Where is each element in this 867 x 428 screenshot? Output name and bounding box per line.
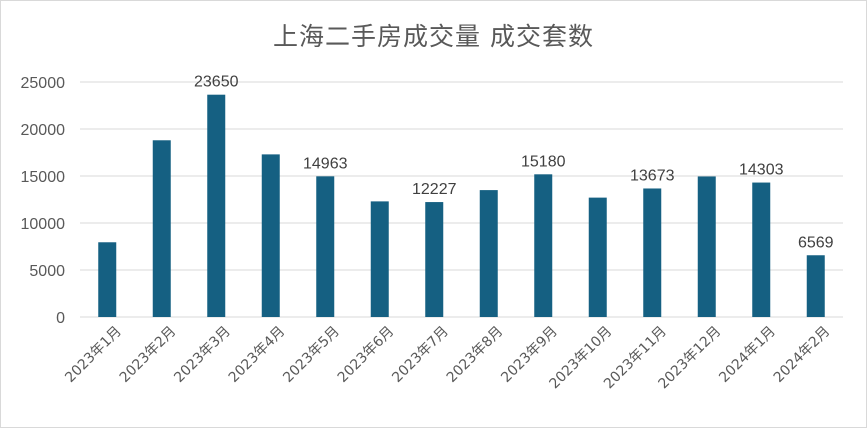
x-tick-label: 2024年2月 [771, 323, 834, 386]
x-tick-label: 2023年5月 [280, 323, 343, 386]
x-tick-label: 2023年8月 [444, 323, 507, 386]
data-label: 6569 [798, 234, 834, 251]
bar [697, 176, 716, 317]
bar [479, 190, 498, 317]
bar [643, 188, 662, 317]
x-tick-label: 2023年3月 [171, 323, 234, 386]
bar [370, 201, 389, 317]
bar [98, 242, 117, 317]
y-tick-label: 15000 [21, 169, 66, 186]
y-tick-label: 25000 [21, 75, 66, 92]
x-tick-label: 2023年1月 [62, 323, 125, 386]
x-tick-label: 2023年7月 [389, 323, 452, 386]
bar [152, 140, 171, 317]
x-tick-label: 2023年6月 [335, 323, 398, 386]
bar [316, 176, 335, 317]
y-tick-label: 0 [56, 310, 65, 327]
bar [261, 154, 280, 317]
y-tick-label: 20000 [21, 122, 66, 139]
y-tick-label: 5000 [29, 263, 65, 280]
x-tick-label: 2023年2月 [117, 323, 180, 386]
bar [425, 202, 444, 317]
x-tick-label: 2023年4月 [226, 323, 289, 386]
bar [207, 94, 226, 317]
bar [534, 174, 553, 317]
data-label: 14303 [739, 162, 784, 179]
y-tick-label: 10000 [21, 216, 66, 233]
x-tick-label: 2024年1月 [716, 323, 779, 386]
data-label: 23650 [194, 74, 239, 91]
data-label: 13673 [630, 167, 675, 184]
bar [588, 197, 607, 317]
data-label: 14963 [303, 155, 348, 172]
data-label: 15180 [521, 153, 566, 170]
bar [806, 255, 825, 317]
bar [752, 182, 771, 317]
chart-title: 上海二手房成交量 成交套数 [273, 22, 594, 51]
data-label: 12227 [412, 181, 457, 198]
